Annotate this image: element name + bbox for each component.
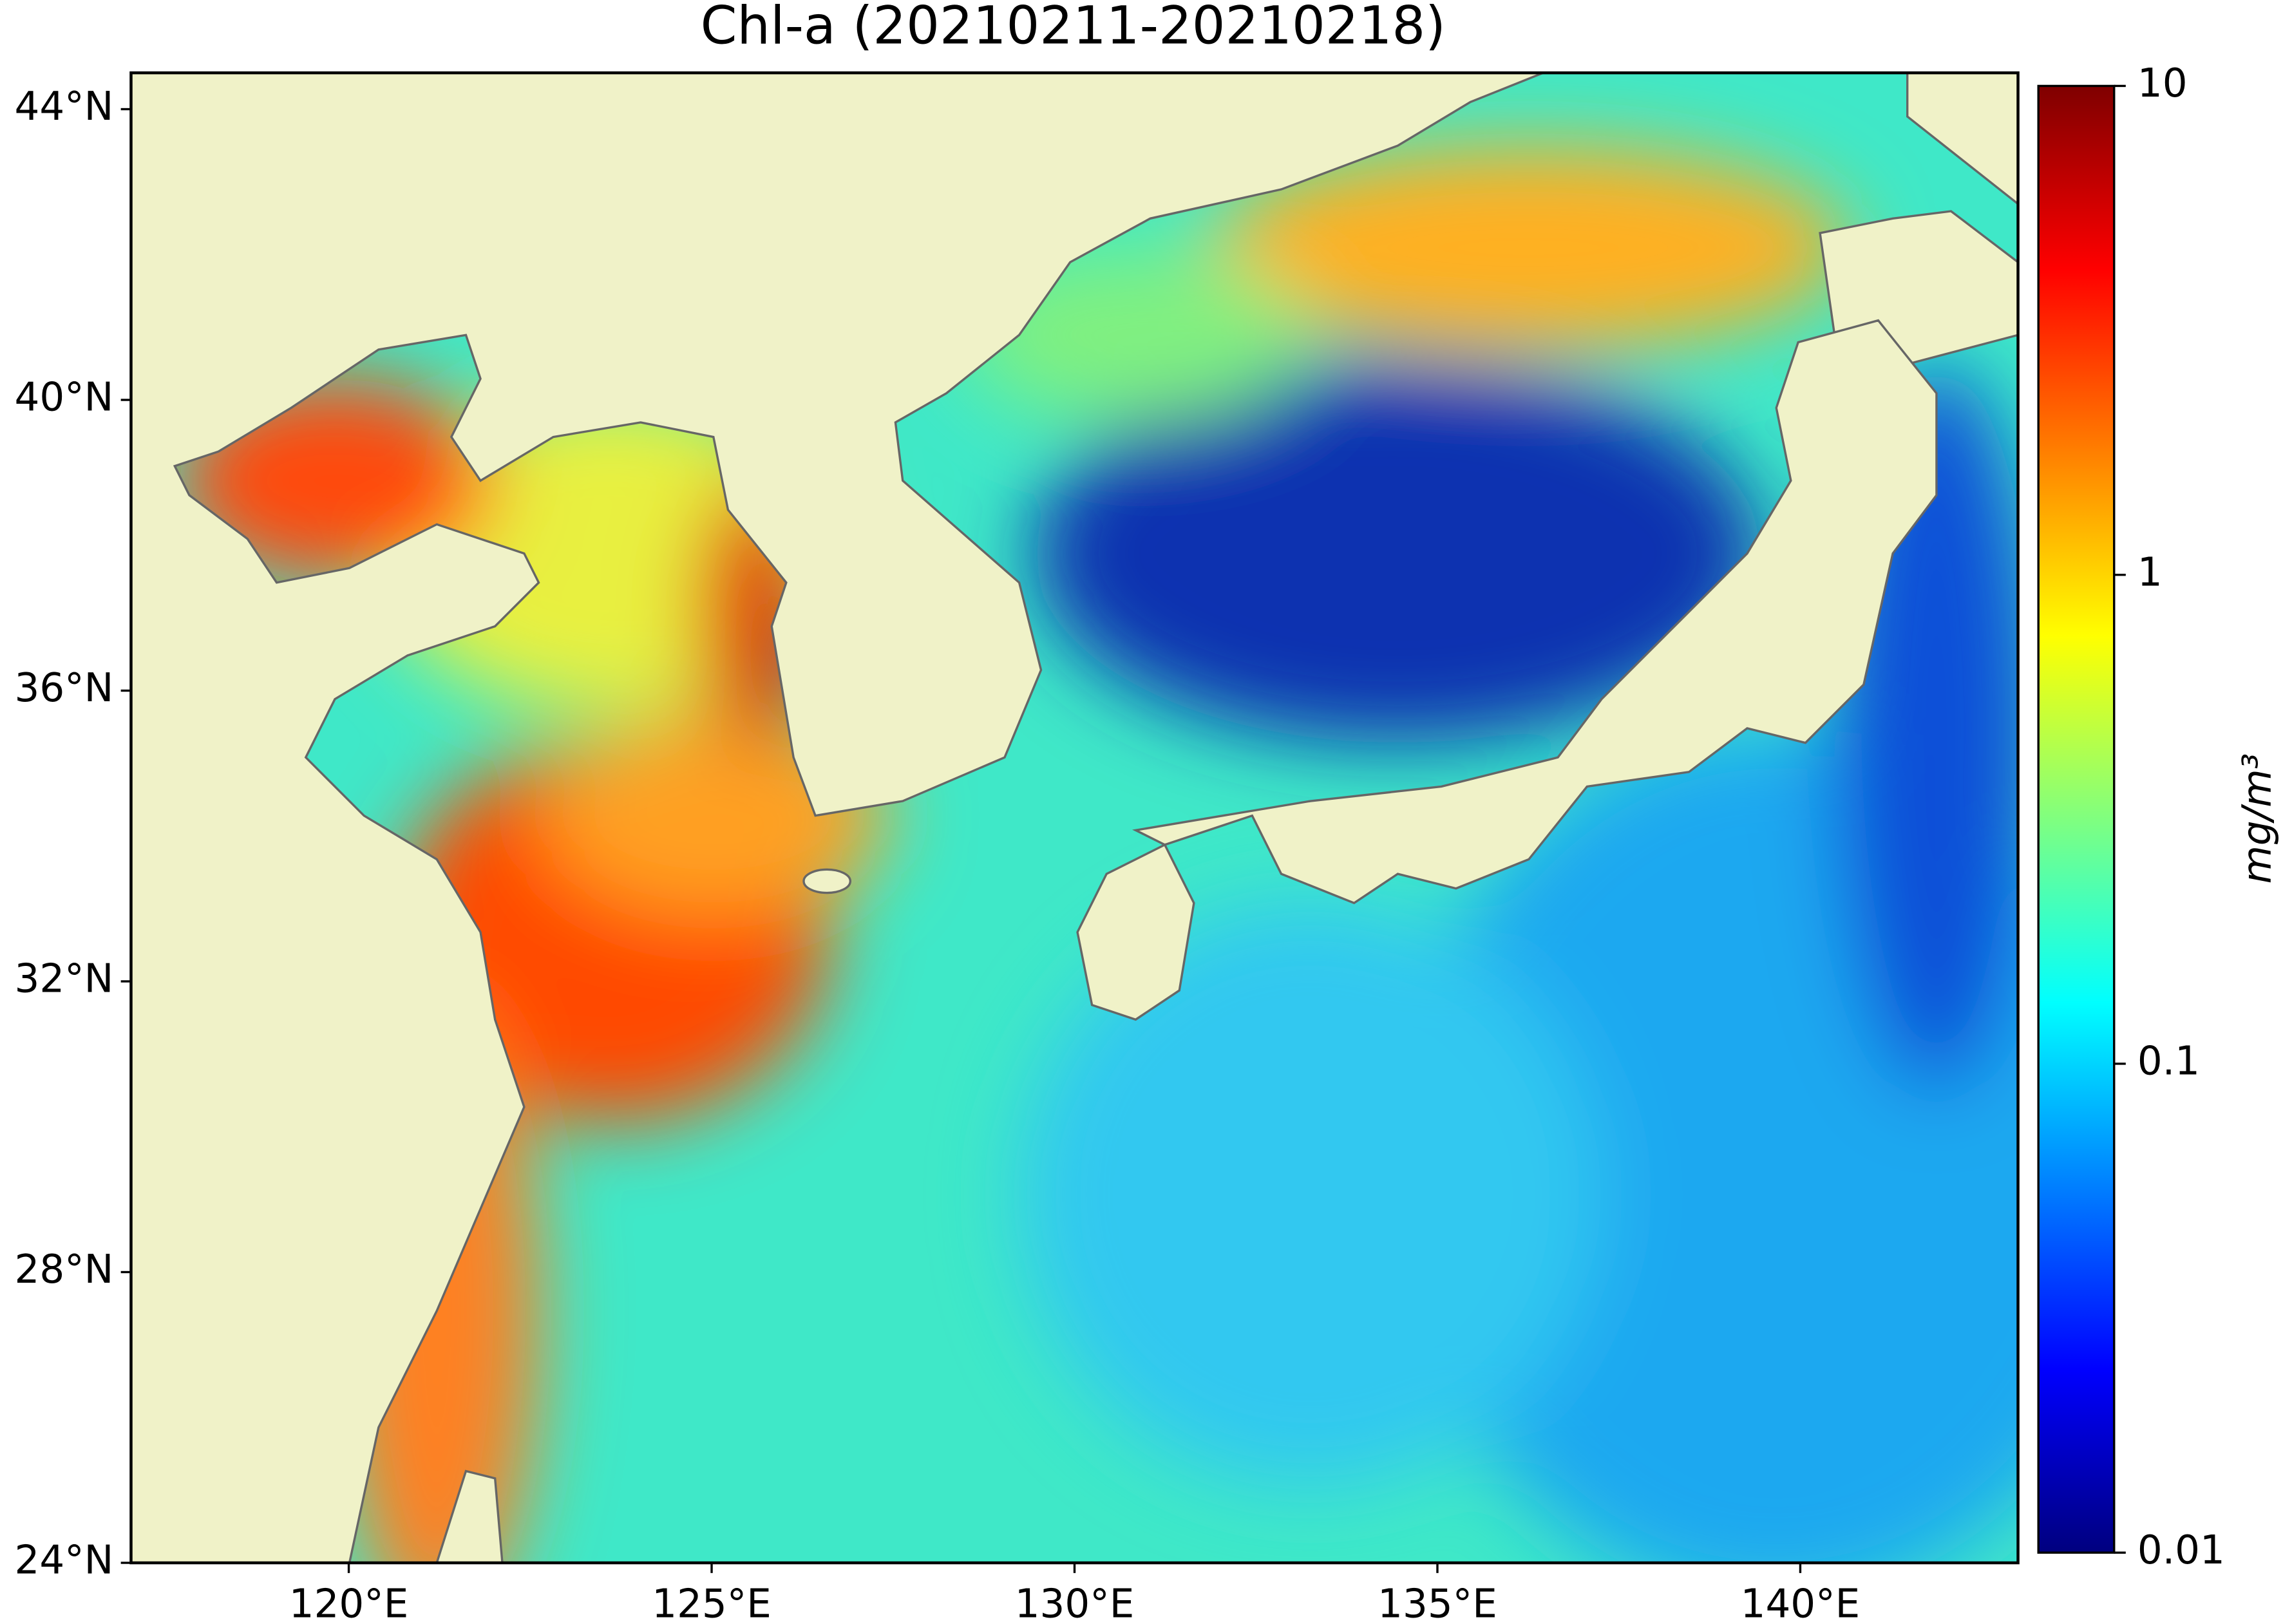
colorbar-label: mg/m³ <box>2234 753 2280 884</box>
chart-title: Chl-a (20210211-20210218) <box>701 0 1446 57</box>
x-tick-label: 135°E <box>1378 1581 1497 1624</box>
x-tick-label: 125°E <box>652 1581 772 1624</box>
y-tick-label: 40°N <box>15 375 114 420</box>
honshu <box>1132 319 1938 905</box>
x-tick-label: 120°E <box>289 1581 409 1624</box>
colorbar-tick-label: 0.1 <box>2137 1039 2200 1084</box>
map <box>129 71 2020 1565</box>
jeju <box>802 868 852 894</box>
y-tick-label: 36°N <box>15 665 114 711</box>
y-tick-label: 44°N <box>15 84 114 129</box>
y-tick-label: 28°N <box>15 1247 114 1292</box>
colorbar-tick-label: 10 <box>2137 61 2188 106</box>
colorbar <box>2037 84 2116 1554</box>
colorbar-tick-label: 1 <box>2137 549 2163 595</box>
kyushu <box>1076 843 1195 1021</box>
x-tick-label: 130°E <box>1015 1581 1135 1624</box>
y-tick-label: 24°N <box>15 1538 114 1583</box>
x-tick-label: 140°E <box>1741 1581 1861 1624</box>
y-tick-label: 32°N <box>15 956 114 1002</box>
colorbar-tick-label: 0.01 <box>2137 1527 2225 1573</box>
